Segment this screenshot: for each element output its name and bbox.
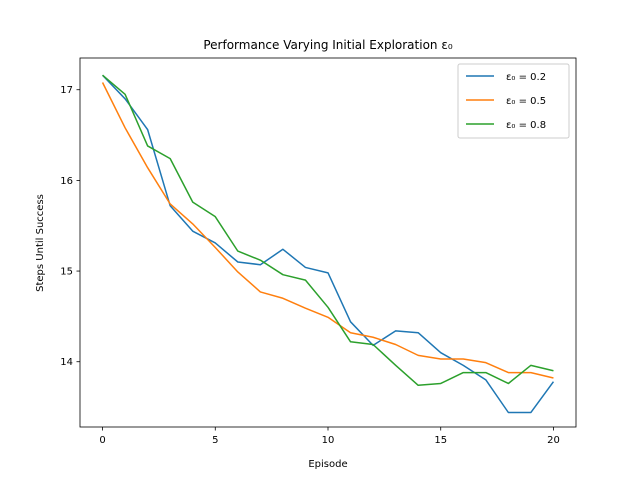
series-line-1 bbox=[101, 82, 554, 379]
y-tick-label: 15 bbox=[60, 267, 73, 278]
x-axis-label: Episode bbox=[308, 459, 347, 470]
x-tick-label: 15 bbox=[434, 435, 447, 446]
plot-area bbox=[101, 74, 555, 414]
y-axis-label: Steps Until Success bbox=[35, 194, 46, 292]
y-tick-label: 16 bbox=[60, 176, 73, 187]
x-tick-label: 5 bbox=[212, 435, 218, 446]
y-tick-label: 17 bbox=[60, 85, 73, 96]
series-line-2 bbox=[102, 74, 554, 387]
chart-title: Performance Varying Initial Exploration … bbox=[203, 38, 452, 52]
series-line-0 bbox=[102, 74, 555, 414]
legend: ε₀ = 0.2 ε₀ = 0.5 ε₀ = 0.8 bbox=[457, 63, 570, 139]
x-tick-label: 10 bbox=[322, 435, 335, 446]
legend-box bbox=[457, 63, 570, 139]
legend-label-1: ε₀ = 0.5 bbox=[506, 96, 546, 107]
x-tick-label: 0 bbox=[99, 435, 105, 446]
x-tick-label: 20 bbox=[547, 435, 560, 446]
axes: 0 5 10 15 20 14 15 16 17 bbox=[60, 57, 577, 446]
y-tick-label: 14 bbox=[60, 357, 73, 368]
legend-label-2: ε₀ = 0.8 bbox=[506, 120, 546, 131]
legend-label-0: ε₀ = 0.2 bbox=[506, 72, 546, 83]
